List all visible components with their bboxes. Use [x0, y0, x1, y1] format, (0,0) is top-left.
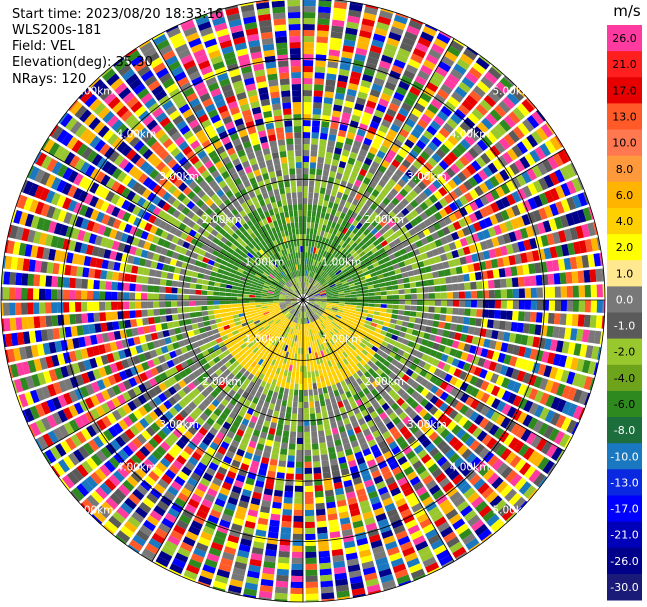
colorbar-tick-label: 10.0	[612, 137, 637, 150]
field-label: Field: VEL	[12, 39, 75, 54]
colorbar-swatch	[607, 364, 642, 392]
radial-line	[41, 148, 304, 301]
colorbar-tick-label: 6.0	[616, 189, 634, 202]
range-ring-label: 3.00km	[159, 171, 199, 183]
nrays-label: NRays: 120	[12, 72, 87, 87]
colorbar-tick-label: 1.0	[616, 267, 634, 280]
colorbar-tick-label: -13.0	[610, 476, 638, 489]
colorbar-tick-label: -21.0	[610, 529, 638, 542]
colorbar-swatch	[607, 443, 642, 470]
colorbar-swatch	[607, 51, 642, 78]
range-ring-label: 5.00km	[492, 86, 532, 98]
range-ring-label: 4.00km	[117, 462, 157, 474]
range-ring-label: 1.00km	[322, 334, 362, 346]
colorbar-swatch	[607, 155, 642, 183]
range-rings	[0, 0, 606, 603]
colorbar-tick-label: -2.0	[614, 346, 635, 359]
radial-line	[151, 299, 304, 562]
range-ring-labels: 1.00km 1.00km 1.00km 1.00km 2.00km 2.00km 2.00…	[74, 86, 532, 517]
colorbar-tick-label: 17.0	[612, 84, 637, 97]
range-ring-label: 3.00km	[407, 171, 447, 183]
ppi-plot: 1.00km 1.00km 1.00km 1.00km 2.00km 2.00km 2.00…	[0, 0, 606, 603]
range-ring-label: 2.00km	[364, 376, 404, 388]
radial-line	[302, 299, 565, 452]
range-ring-label: 2.00km	[202, 376, 242, 388]
range-ring-label: 2.00km	[364, 214, 404, 226]
colorbar: m/s 26.0 21.0 17.0 13.0 10.0 8.0 6.0 4.0 2.0 1.0 0.…	[607, 2, 642, 601]
range-ring-label: 5.00km	[492, 504, 532, 516]
range-ring-label: 4.00km	[117, 128, 157, 140]
elevation-label: Elevation(deg): 35.30	[12, 55, 153, 70]
colorbar-tick-label: 21.0	[612, 58, 637, 71]
range-ring-label: 4.00km	[450, 462, 490, 474]
range-ring-label: 1.00km	[245, 257, 285, 269]
radial-line	[302, 299, 455, 562]
radial-line	[151, 38, 304, 301]
colorbar-swatch	[607, 103, 642, 130]
colorbar-swatch	[607, 390, 642, 418]
colorbar-swatch	[607, 312, 642, 340]
velocity-field	[1, 0, 605, 602]
range-ring-label: 2.00km	[202, 214, 242, 226]
colorbar-swatch	[607, 573, 642, 601]
range-ring-label: 3.00km	[159, 419, 199, 431]
colorbar-tick-label: 8.0	[616, 163, 634, 176]
colorbar-tick-label: 4.0	[616, 215, 634, 228]
colorbar-tick-label: -30.0	[610, 581, 638, 594]
colorbar-swatch	[607, 338, 642, 366]
colorbar-tick-label: 2.0	[616, 241, 634, 254]
colorbar-swatch	[607, 181, 642, 209]
colorbar-swatch	[607, 547, 642, 575]
colorbar-unit-label: m/s	[613, 2, 641, 20]
colorbar-tick-label: -8.0	[614, 424, 635, 437]
start-time-label: Start time: 2023/08/20 18:33:16	[12, 7, 224, 22]
colorbar-swatch	[607, 521, 642, 549]
colorbar-tick-label: -26.0	[610, 555, 638, 568]
range-ring-label: 5.00km	[74, 86, 114, 98]
colorbar-tick-label: -4.0	[614, 372, 635, 385]
colorbar-tick-label: 0.0	[616, 293, 634, 306]
range-ring-label: 1.00km	[245, 334, 285, 346]
colorbar-tick-label: -1.0	[614, 320, 635, 333]
colorbar-swatch	[607, 417, 642, 444]
colorbar-swatch	[607, 77, 642, 104]
range-ring-label: 4.00km	[450, 128, 490, 140]
colorbar-swatch	[607, 260, 642, 287]
colorbar-tick-label: 13.0	[612, 111, 637, 124]
range-ring-label: 1.00km	[322, 257, 362, 269]
radial-line	[302, 38, 455, 301]
colorbar-swatch	[607, 129, 642, 157]
instrument-label: WLS200s-181	[12, 23, 102, 38]
colorbar-tick-label: 26.0	[612, 32, 637, 45]
radial-line	[302, 148, 565, 301]
colorbar-swatch	[607, 495, 642, 523]
colorbar-swatch	[607, 469, 642, 496]
colorbar-tick-label: -17.0	[610, 503, 638, 516]
colorbar-tick-label: -6.0	[614, 398, 635, 411]
range-ring-label: 3.00km	[407, 419, 447, 431]
colorbar-swatch	[607, 286, 642, 313]
radial-line	[41, 299, 304, 452]
colorbar-swatch	[607, 208, 642, 235]
colorbar-swatch	[607, 234, 642, 261]
colorbar-swatch	[607, 25, 642, 52]
range-ring-label: 5.00km	[74, 504, 114, 516]
colorbar-tick-label: -10.0	[610, 450, 638, 463]
